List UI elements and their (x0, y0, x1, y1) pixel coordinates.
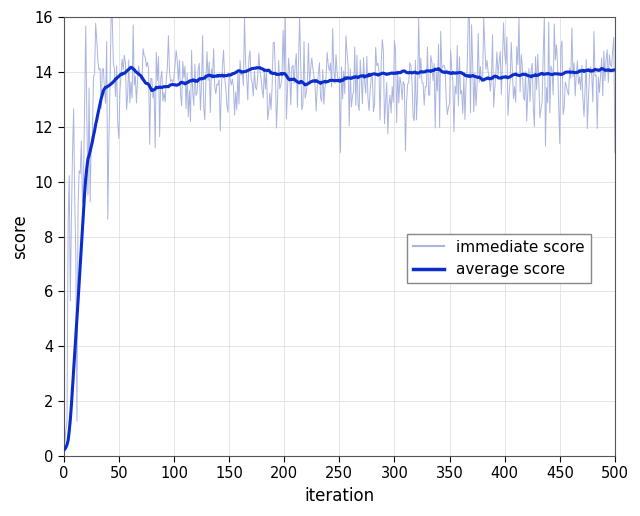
average score (326, 77, 334, 84)
average score (61, 446, 68, 452)
average score (513, 72, 520, 78)
immediate score (61, 440, 68, 446)
Legend: immediate score, average score: immediate score, average score (407, 234, 591, 283)
average score (390, 70, 397, 76)
Line: immediate score: immediate score (65, 17, 615, 443)
Line: average score: average score (65, 67, 615, 449)
immediate score (611, 150, 619, 156)
average score (599, 66, 607, 72)
immediate score (513, 43, 520, 50)
immediate score (390, 99, 397, 105)
average score (127, 64, 135, 70)
average score (360, 73, 367, 79)
immediate score (360, 55, 367, 61)
average score (323, 78, 331, 85)
Y-axis label: score: score (11, 214, 29, 259)
average score (611, 67, 619, 73)
immediate score (326, 60, 334, 66)
immediate score (599, 93, 607, 99)
immediate score (108, 14, 115, 20)
X-axis label: iteration: iteration (304, 487, 374, 505)
immediate score (323, 50, 331, 56)
